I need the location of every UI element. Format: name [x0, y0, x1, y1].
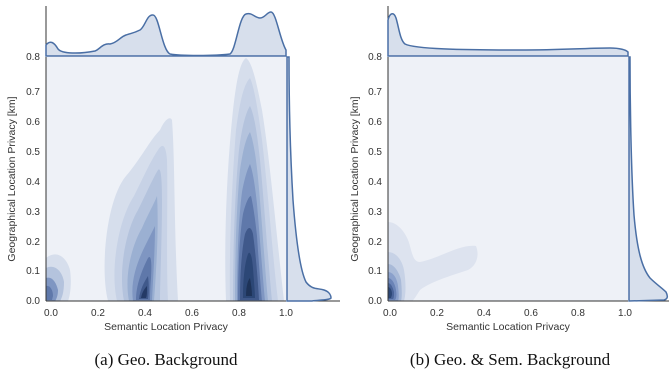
y-tick-label: 0.1	[26, 266, 40, 277]
x-tick-label: 0.6	[185, 308, 199, 319]
x-tick-label: 0.4	[477, 308, 491, 319]
x-tick-label: 1.0	[618, 308, 632, 319]
x-tick-label: 0.4	[138, 308, 152, 319]
x-tick-label: 0.0	[44, 308, 58, 319]
contour	[243, 252, 255, 298]
joint-area-b	[387, 57, 628, 302]
right-marginal-density	[628, 56, 669, 302]
panel-a: 0.0 0.1 0.2 0.3 0.4 0.5 0.6 0.7 0.8 0.0 …	[6, 6, 340, 369]
y-tick-label: 0.7	[26, 87, 40, 98]
top-marginal-density	[387, 13, 629, 57]
y-axis-label: Geographical Location Privacy [km]	[6, 96, 18, 261]
y-tick-label: 0.2	[368, 237, 382, 248]
x-axis-label: Semantic Location Privacy	[104, 321, 228, 333]
caption-b: (b) Geo. & Sem. Background	[410, 350, 611, 369]
contour-origin-lobe	[46, 254, 71, 301]
y-axis-label: Geographical Location Privacy [km]	[349, 96, 361, 261]
y-tick-label: 0.2	[26, 237, 40, 248]
contour	[388, 222, 478, 301]
top-marginal-density	[45, 11, 287, 57]
x-axis-label: Semantic Location Privacy	[446, 321, 570, 333]
y-tick-label: 0.7	[368, 87, 382, 98]
contour-origin-lobe-b	[388, 222, 478, 301]
joint-area-a	[45, 57, 286, 302]
y-tick-label: 0.1	[368, 266, 382, 277]
x-tick-label: 0.2	[430, 308, 444, 319]
y-tick-label: 0.0	[368, 296, 382, 307]
right-marginal-a	[286, 56, 340, 302]
x-ticks-b: 0.0 0.2 0.4 0.6 0.8 1.0	[383, 308, 632, 319]
x-tick-label: 0.2	[91, 308, 105, 319]
contour	[46, 285, 53, 300]
contour-left-lobe	[104, 118, 178, 301]
x-ticks-a: 0.0 0.2 0.4 0.6 0.8 1.0	[44, 308, 293, 319]
right-marginal-density	[286, 56, 332, 302]
x-tick-label: 1.0	[279, 308, 293, 319]
y-tick-label: 0.5	[26, 147, 40, 158]
y-tick-label: 0.8	[26, 52, 40, 63]
y-tick-label: 0.8	[368, 52, 382, 63]
y-ticks-a: 0.0 0.1 0.2 0.3 0.4 0.5 0.6 0.7 0.8	[26, 52, 40, 307]
y-tick-label: 0.4	[26, 177, 40, 188]
y-tick-label: 0.3	[26, 207, 40, 218]
x-tick-label: 0.0	[383, 308, 397, 319]
y-tick-label: 0.3	[368, 207, 382, 218]
y-tick-label: 0.6	[26, 117, 40, 128]
y-tick-label: 0.4	[368, 177, 382, 188]
contour	[246, 278, 252, 296]
y-tick-label: 0.6	[368, 117, 382, 128]
y-tick-label: 0.0	[26, 296, 40, 307]
caption-a: (a) Geo. Background	[94, 350, 238, 369]
panel-b: 0.0 0.1 0.2 0.3 0.4 0.5 0.6 0.7 0.8 0.0 …	[349, 6, 669, 369]
contour-right-lobe	[225, 58, 284, 301]
right-marginal-b	[628, 56, 669, 302]
contour	[388, 287, 392, 298]
contour	[141, 286, 147, 298]
x-tick-label: 0.6	[524, 308, 538, 319]
x-tick-label: 0.8	[571, 308, 585, 319]
top-marginal-a	[45, 6, 287, 57]
y-tick-label: 0.5	[368, 147, 382, 158]
y-ticks-b: 0.0 0.1 0.2 0.3 0.4 0.5 0.6 0.7 0.8	[368, 52, 382, 307]
top-marginal-b	[387, 6, 629, 57]
x-tick-label: 0.8	[232, 308, 246, 319]
